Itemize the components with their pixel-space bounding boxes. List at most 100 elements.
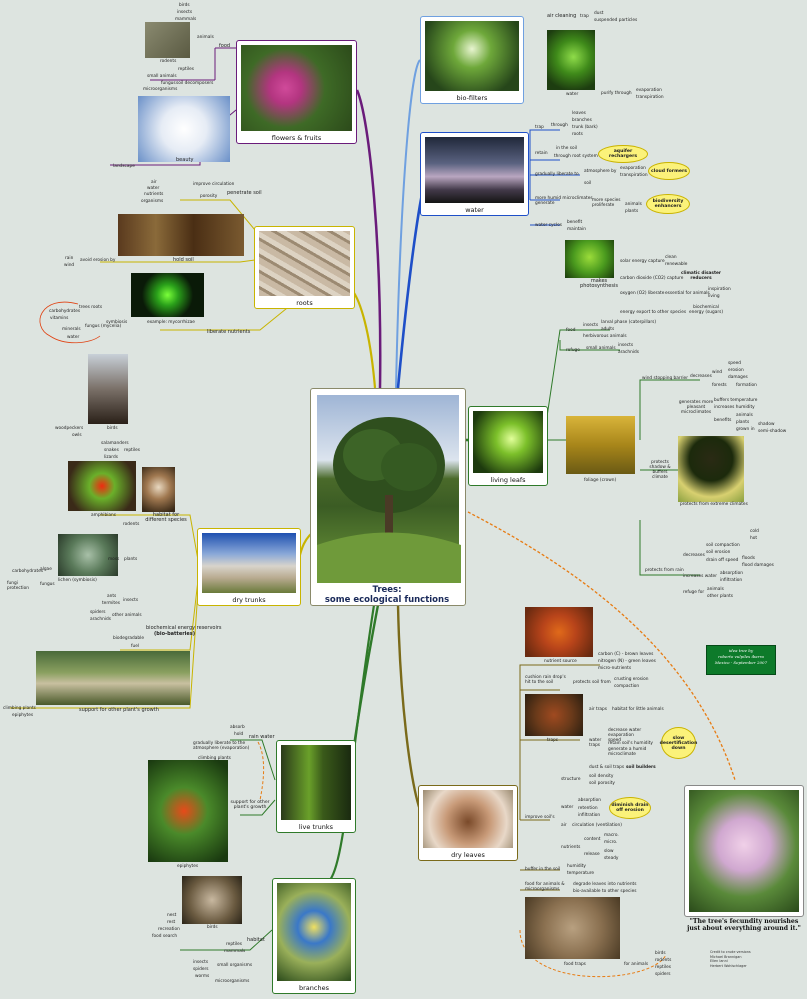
c-increases-water: increases water — [683, 574, 717, 579]
c-protects: protects shadow & buffers climate — [649, 460, 671, 480]
credit-4: Herbert Wohlschlager — [710, 963, 747, 968]
dt-fungi-protection: fungi protection — [7, 581, 29, 591]
l-energy: energy export to other species — [620, 310, 687, 315]
c-animals2: animals — [707, 587, 724, 592]
biofilters-card[interactable]: bio-filters — [420, 16, 524, 104]
dl-retention: retention — [578, 806, 598, 811]
fungus-label: fungus — [161, 81, 176, 86]
sig-line3: Mexico - September 2007 — [714, 660, 768, 665]
rain-label: rain — [65, 256, 74, 261]
l-adults: adults — [601, 327, 615, 332]
shade-tree-photo — [678, 436, 744, 502]
roots-caption: roots — [296, 299, 313, 307]
dl-protects: protects soil from — [573, 680, 611, 685]
soil-decomposers-label: soil decomposers — [176, 81, 214, 86]
flowers-card[interactable]: flowers & fruits — [236, 40, 357, 144]
l-clean: clean — [665, 255, 677, 260]
w-through-root: through root system — [554, 154, 598, 159]
center-card[interactable] — [310, 388, 466, 606]
dl-traps: traps — [547, 738, 559, 743]
dt-insects: insects — [123, 598, 139, 603]
symbiosis-loop — [39, 301, 101, 344]
l-inspiration: inspiration — [708, 287, 731, 292]
dl-circulation: circulation (ventilation) — [572, 823, 622, 828]
c-forests: forests — [712, 383, 727, 388]
purify-label: purify through — [601, 91, 632, 96]
lt-gradually: gradually liberate to the atmosphere (ev… — [193, 741, 250, 751]
water-sub-label: water — [566, 92, 579, 97]
dl-micro2: micro. — [604, 840, 618, 845]
mycorrhizae-photo — [131, 273, 204, 317]
water-card[interactable]: water — [420, 132, 529, 216]
central-topic: Trees: some ecological functions — [314, 585, 460, 605]
dt-bio-batteries: (bio-batteries) — [154, 631, 196, 637]
l-larval: larval phase (caterpillars) — [601, 320, 657, 325]
c-grown-in: grown in — [736, 427, 755, 432]
w-retain: retain — [535, 151, 548, 156]
l-biochemical: biochemical energy (sugars) — [688, 305, 724, 315]
l-insects: insects — [583, 323, 599, 328]
link-roots — [351, 289, 377, 389]
biofilters-caption: bio-filters — [456, 94, 488, 102]
dl-infiltration: infiltration — [578, 813, 601, 818]
wind-label: wind — [64, 263, 75, 268]
dl-crusting: crusting erosion — [614, 677, 649, 682]
live-trunks-caption: live trunks — [298, 823, 334, 831]
w-benefit: benefit — [567, 220, 583, 225]
cloud-bubble: cloud formers — [648, 162, 690, 180]
dt-owls: owls — [72, 433, 82, 438]
dt-termites: termites — [102, 601, 120, 606]
dt-algae: algae — [40, 567, 52, 572]
link-dry-leaves — [396, 604, 422, 811]
photosynthesis-label: makes photosynthesis — [580, 278, 618, 289]
c-infiltration: infiltration — [720, 578, 743, 583]
dry-leaves-card[interactable]: dry leaves — [418, 785, 518, 861]
sig-line1: idea tree by — [728, 648, 754, 653]
flowers-photo — [241, 45, 352, 131]
hold-soil-label: hold soil — [173, 257, 194, 263]
c-wind: wind — [712, 370, 723, 375]
dry-trunks-card[interactable]: dry trunks — [197, 528, 301, 606]
dt-amphibians: amphibians — [91, 513, 116, 518]
frog-photo — [68, 461, 136, 511]
dl-humid: generate a humid microclimate — [608, 747, 647, 757]
branches-photo — [277, 883, 351, 981]
dl-food-traps: food traps — [564, 962, 586, 967]
lt-epiphytes: epiphytes — [177, 864, 199, 869]
lt-hold: hold — [234, 732, 244, 737]
c-decreases2: decreases — [683, 553, 705, 558]
w-gradually: gradually liberate to — [535, 172, 579, 177]
dt-rodents: rodents — [123, 522, 140, 527]
biodiversity-bubble: biodiversity enhancers — [646, 194, 690, 214]
dt-moss: moss — [108, 557, 120, 562]
w-trunk: trunk (bark) — [572, 125, 598, 130]
tree-photo — [317, 395, 461, 583]
fungus-mycelia-label: fungus (mycelia) — [85, 324, 122, 329]
habitat-label: habitat for different species — [145, 512, 187, 523]
b-nest: nest — [167, 913, 177, 918]
dry-trunks-photo — [202, 533, 296, 593]
dl-decrease: decrease water evaporation speed — [608, 728, 642, 743]
dl-avail: bio-available to other species — [573, 889, 637, 894]
penetrate-soil-label: penetrate soil — [227, 190, 262, 196]
roots-card[interactable]: roots — [254, 226, 355, 309]
dl-humidity: humidity — [567, 864, 586, 869]
c-soil-erosion: soil erosion — [706, 550, 731, 555]
living-leafs-card[interactable]: living leafs — [468, 406, 548, 486]
insects-label: insects — [177, 10, 193, 15]
lichen-photo — [58, 534, 118, 576]
dt-snakes: snakes — [104, 448, 119, 453]
nest-photo — [182, 876, 242, 924]
sig-line2: roberto vulpiles ibarra — [718, 654, 764, 659]
symbiosis-label: symbiosis — [106, 320, 128, 325]
dry-leaves-photo — [423, 790, 513, 848]
lt-absorb: absorb — [230, 725, 245, 730]
branches-card[interactable]: branches — [272, 878, 356, 994]
rodents-label: rodents — [160, 59, 177, 64]
dl-spiders: spiders — [655, 972, 671, 977]
dl-steady: steady — [604, 856, 619, 861]
c-extreme: protects from extreme climates — [680, 502, 748, 507]
credits: Credit to crude versions Michael Brannig… — [710, 950, 751, 968]
live-trunks-card[interactable]: live trunks — [276, 740, 356, 833]
quote-card[interactable] — [684, 785, 804, 917]
